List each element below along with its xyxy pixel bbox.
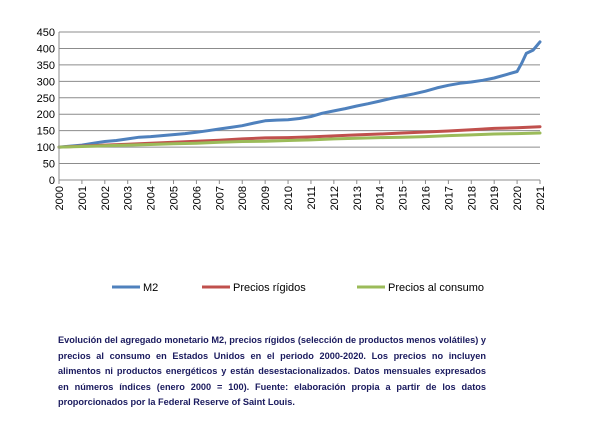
x-tick-label: 2012 [329, 186, 341, 210]
x-tick-label: 2000 [54, 186, 66, 210]
series-line-precios-al-consumo [57, 131, 542, 149]
y-tick-label: 350 [37, 60, 55, 72]
x-tick-label: 2007 [214, 186, 226, 210]
line-chart: 0 50 100 150 200 250 300 350 400 450 2000 2001 2002… [37, 27, 547, 294]
y-tick-label: 250 [37, 93, 55, 105]
legend-label-m2: M2 [143, 282, 158, 294]
y-tick-label: 200 [37, 109, 55, 121]
x-tick-label: 2021 [535, 186, 547, 210]
x-tick-label: 2006 [191, 186, 203, 210]
x-tick-label: 2020 [512, 186, 524, 210]
y-axis-ticks: 0 50 100 150 200 250 300 350 400 450 [37, 27, 55, 187]
x-tick-label: 2018 [466, 186, 478, 210]
legend: M2 Precios rígidos Precios al consumo [112, 282, 484, 294]
legend-label-precios-consumo: Precios al consumo [388, 282, 484, 294]
x-tick-label: 2003 [123, 186, 135, 210]
y-tick-label: 300 [37, 76, 55, 88]
y-tick-label: 450 [37, 27, 55, 39]
x-tick-label: 2011 [306, 186, 318, 210]
x-tick-label: 2013 [352, 186, 364, 210]
y-tick-label: 0 [49, 175, 55, 187]
series-lines [57, 40, 542, 149]
x-tick-label: 2015 [398, 186, 410, 210]
x-tick-label: 2008 [237, 186, 249, 210]
x-tick-label: 2014 [375, 186, 387, 210]
x-tick-label: 2005 [169, 186, 181, 210]
x-tick-label: 2017 [443, 186, 455, 210]
x-tick-label: 2010 [283, 186, 295, 210]
figure-caption: Evolución del agregado monetario M2, pre… [58, 335, 486, 407]
x-tick-label: 2004 [146, 186, 158, 210]
x-tick-label: 2002 [100, 186, 112, 210]
x-tick-label: 2001 [77, 186, 89, 210]
series-line-m2 [57, 40, 542, 149]
gridlines [59, 31, 540, 181]
y-tick-label: 50 [43, 159, 55, 171]
x-tick-label: 2009 [260, 186, 272, 210]
x-tick-label: 2019 [489, 186, 501, 210]
x-axis: 2000 2001 2002 2003 2004 2005 2006 2007 2008 2009… [54, 32, 547, 210]
y-tick-label: 100 [37, 142, 55, 154]
y-tick-label: 150 [37, 126, 55, 138]
x-tick-label: 2016 [420, 186, 432, 210]
legend-label-precios-rigidos: Precios rígidos [233, 282, 306, 294]
y-tick-label: 400 [37, 43, 55, 55]
